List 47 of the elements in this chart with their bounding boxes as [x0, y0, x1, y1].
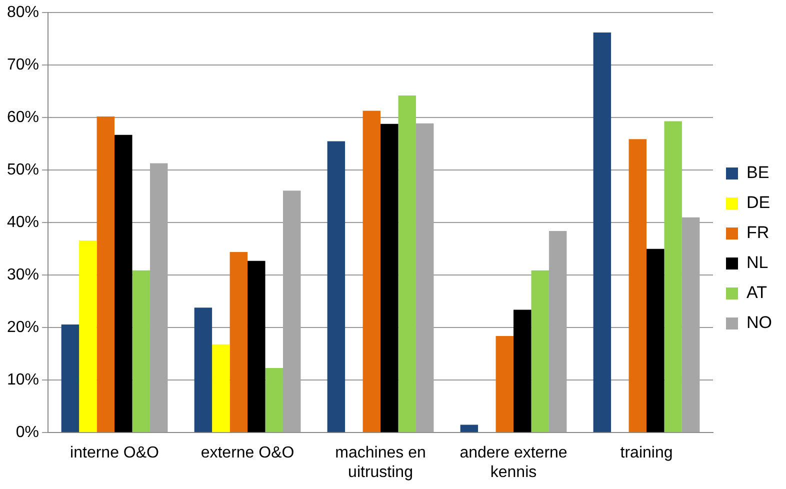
bar [682, 217, 700, 432]
legend-label: BE [746, 163, 770, 182]
bar [150, 163, 168, 432]
bar [380, 124, 398, 432]
y-tick-label: 70% [6, 56, 40, 74]
bar [398, 96, 416, 432]
bar [265, 368, 283, 432]
bar [664, 121, 682, 432]
x-tick-label: training [620, 444, 673, 462]
bar [248, 260, 266, 432]
y-tick-label: 50% [6, 162, 40, 179]
bar [212, 344, 230, 432]
bar [416, 123, 434, 432]
y-tick-label: 40% [6, 214, 40, 232]
bar [132, 270, 150, 432]
bar [230, 252, 248, 432]
bar [496, 336, 514, 432]
bar [282, 190, 301, 432]
legend-label: NL [746, 253, 768, 272]
y-tick-label: 80% [6, 4, 40, 22]
x-tick-label: andere externe kennis [460, 444, 568, 481]
bar [114, 134, 132, 432]
bar [194, 308, 212, 432]
y-tick-label: 60% [6, 109, 40, 126]
bar [327, 141, 346, 432]
bar [61, 324, 80, 432]
bar [531, 270, 549, 432]
legend-label: FR [746, 223, 770, 242]
y-tick-label: 0% [16, 424, 40, 442]
x-tick-label: externe O&O [200, 444, 294, 462]
bar [628, 139, 647, 432]
y-tick-label: 30% [6, 266, 40, 284]
legend-label: DE [746, 193, 770, 212]
x-tick-label: machines en uitrusting [335, 444, 426, 481]
y-tick-label: 10% [6, 372, 40, 389]
bar [460, 424, 478, 432]
bar [96, 116, 115, 432]
bar [362, 110, 381, 432]
y-tick-label: 20% [6, 319, 40, 336]
legend-label: AT [746, 283, 767, 302]
bar [646, 248, 664, 432]
legend-label: NO [746, 313, 772, 332]
bar [514, 310, 532, 432]
bar [79, 240, 97, 432]
bar [593, 32, 612, 432]
bar [548, 231, 567, 432]
x-tick-label: interne O&O [70, 444, 159, 462]
